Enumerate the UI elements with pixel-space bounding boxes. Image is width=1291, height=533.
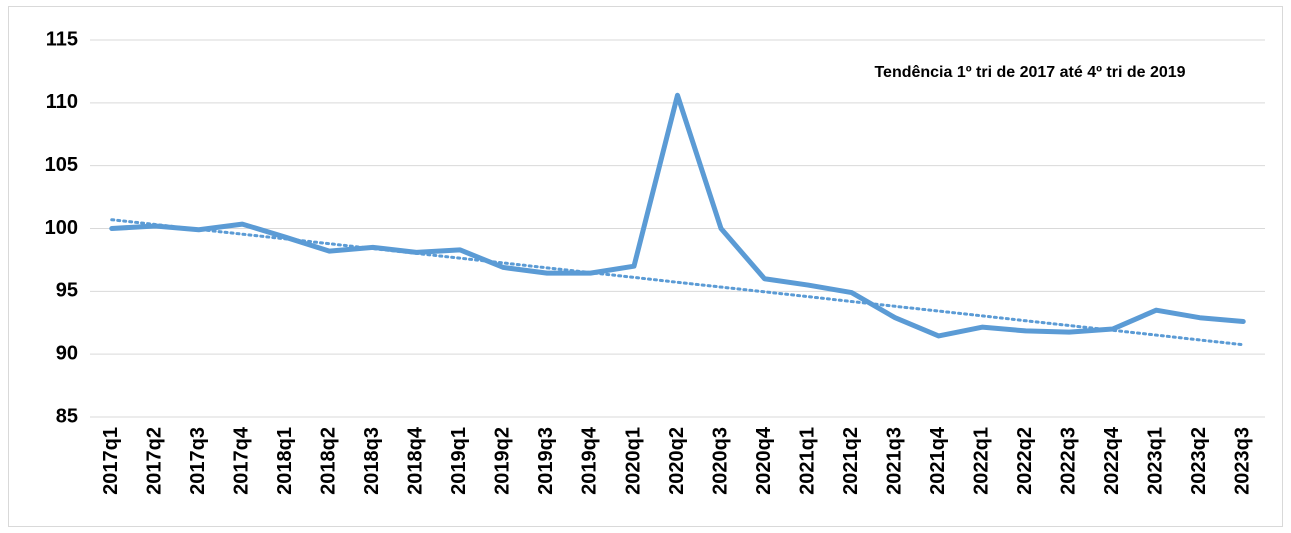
- x-tick-label: 2019q2: [492, 427, 514, 495]
- x-tick-label: 2022q4: [1101, 426, 1123, 495]
- x-tick-label: 2021q3: [883, 427, 905, 495]
- x-tick-label: 2017q3: [187, 427, 209, 495]
- line: [109, 92, 1246, 339]
- x-tick-label: 2018q3: [361, 427, 383, 495]
- x-tick-label: 2019q3: [535, 427, 557, 495]
- x-tick-label: 2018q1: [274, 427, 296, 495]
- trend-line: [110, 218, 1245, 347]
- x-tick-label: 2022q1: [970, 427, 992, 495]
- y-tick-label: 85: [56, 405, 78, 427]
- x-tick-label: 2020q3: [709, 427, 731, 495]
- x-tick-label: 2020q1: [622, 427, 644, 495]
- y-tick-label: 105: [45, 154, 78, 176]
- x-tick-label: 2021q1: [796, 427, 818, 495]
- x-tick-label: 2020q4: [753, 426, 775, 495]
- x-tick-label: 2022q3: [1057, 427, 1079, 495]
- x-tick-label: 2021q4: [927, 426, 949, 495]
- y-tick-label: 90: [56, 342, 78, 364]
- x-tick-label: 2017q2: [144, 427, 166, 495]
- x-tick-label: 2022q2: [1014, 427, 1036, 495]
- x-tick-label: 2021q2: [840, 427, 862, 495]
- y-tick-label: 95: [56, 280, 78, 302]
- x-tick-label: 2017q1: [100, 427, 122, 495]
- x-tick-label: 2020q2: [666, 427, 688, 495]
- x-tick-label: 2018q2: [318, 427, 340, 495]
- y-tick-label: 115: [46, 28, 78, 50]
- chart-border: [8, 6, 1283, 527]
- x-tick-label: 2018q4: [405, 426, 427, 495]
- y-tick-label: 100: [45, 217, 78, 239]
- x-tick-label: 2023q2: [1188, 427, 1210, 495]
- x-tick-label: 2023q3: [1232, 427, 1254, 495]
- x-tick-label: 2017q4: [231, 426, 253, 495]
- x-tick-label: 2023q1: [1144, 427, 1166, 495]
- y-tick-label: 110: [46, 91, 78, 113]
- x-tick-label: 2019q4: [579, 426, 601, 495]
- x-tick-label: 2019q1: [448, 427, 470, 495]
- annotation: Tendência 1º tri de 2017 até 4º tri de 2…: [874, 64, 1185, 81]
